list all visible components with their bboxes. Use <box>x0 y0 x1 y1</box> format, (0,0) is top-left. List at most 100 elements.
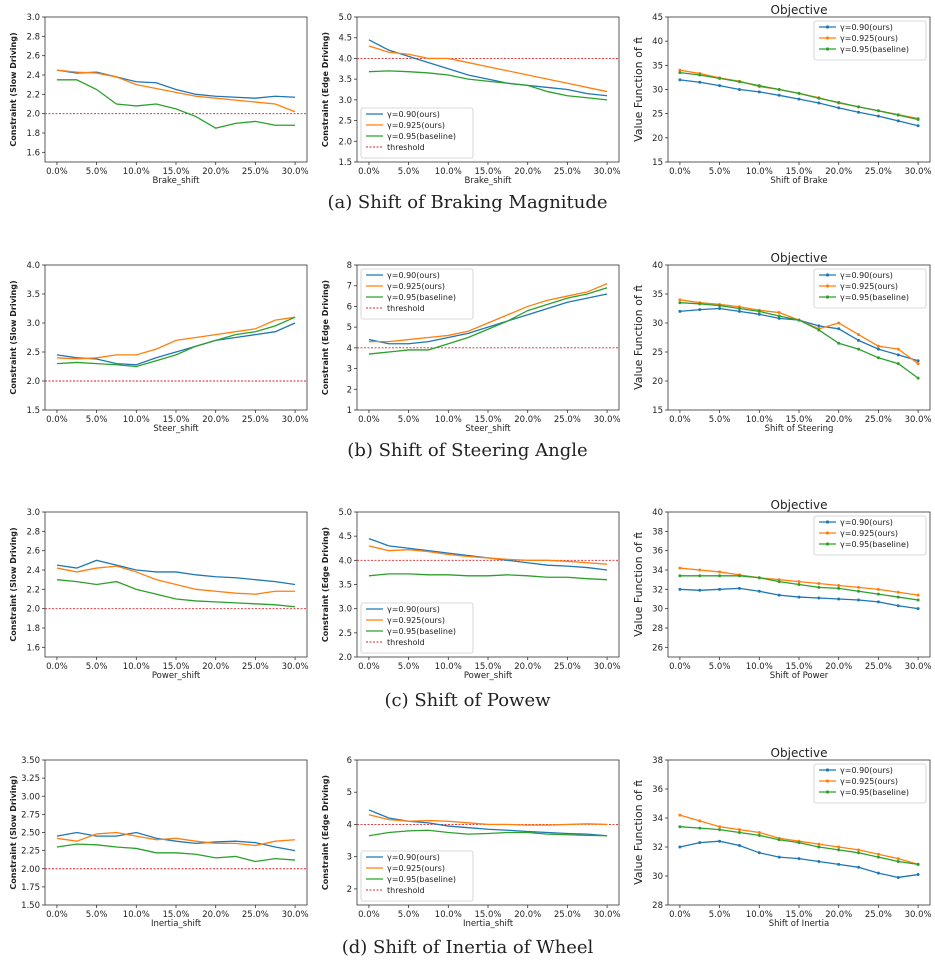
y-axis-label: Constraint (Slow Driving) <box>9 32 18 146</box>
chart-3: 0.0% 5.0% 10.0% 15.0% 20.0% 25.0% 30.0% 1.5 2.0 2… <box>9 261 309 434</box>
series-line-2 <box>56 579 296 608</box>
series-point-1 <box>837 321 841 325</box>
y-tick-label: 15 <box>652 406 663 416</box>
legend-label: threshold <box>387 143 425 152</box>
legend-label: γ=0.925(ours) <box>387 864 445 873</box>
series-line-0 <box>368 39 608 97</box>
series-line-2 <box>56 316 296 368</box>
series-point-2 <box>916 376 920 380</box>
y-tick-label: 20 <box>652 134 663 144</box>
x-axis-label: Inertia_shift <box>463 919 514 929</box>
chart-9: 0.0% 5.0% 10.0% 15.0% 20.0% 25.0% 30.0% 1.50 1.7… <box>9 756 309 929</box>
x-tick-label: 0.0% <box>358 167 380 177</box>
series-point-2 <box>837 101 841 105</box>
series-point-0 <box>698 80 702 84</box>
x-tick-label: 30.0% <box>905 415 932 425</box>
x-tick-label: 10.0% <box>435 167 462 177</box>
series-point-2 <box>718 304 722 308</box>
series-point-0 <box>737 844 741 848</box>
y-tick-label: 3.00 <box>21 792 40 802</box>
series-point-2 <box>896 113 900 117</box>
y-tick-label: 40 <box>652 508 663 518</box>
series-point-2 <box>777 88 781 91</box>
y-tick-label: 3.0 <box>338 96 352 106</box>
y-tick-label: 1 <box>347 406 352 416</box>
y-tick-label: 2.0 <box>26 377 40 387</box>
x-tick-label: 10.0% <box>746 910 773 920</box>
series-point-0 <box>737 586 741 590</box>
y-axis-label: Constraint (Slow Driving) <box>9 280 18 394</box>
legend-box <box>813 515 927 556</box>
series-point-1 <box>837 845 841 849</box>
legend-label: γ=0.90(ours) <box>840 766 893 775</box>
legend-label: γ=0.925(ours) <box>840 777 898 786</box>
legend-label: γ=0.90(ours) <box>840 23 893 32</box>
chart-title: Objective <box>771 3 828 17</box>
series-point-2 <box>737 80 741 84</box>
series-point-2 <box>698 73 702 77</box>
series-point-0 <box>757 589 761 593</box>
series-point-0 <box>777 316 781 320</box>
x-tick-label: 5.0% <box>398 167 420 177</box>
caption-b: (b) Shift of Steering Angle <box>347 440 588 461</box>
series-point-2 <box>698 302 702 306</box>
x-axis-label: Inertia_shift <box>151 919 202 929</box>
x-tick-label: 5.0% <box>398 415 420 425</box>
legend: γ=0.90(ours) γ=0.925(ours) γ=0.95(baseline… <box>360 107 474 159</box>
series-point-2 <box>777 838 781 842</box>
chart-6: 0.0% 5.0% 10.0% 15.0% 20.0% 25.0% 30.0% 1.6 1.8 2… <box>9 508 309 681</box>
x-tick-label: 5.0% <box>398 910 420 920</box>
series-point-0 <box>876 347 880 351</box>
x-tick-label: 30.0% <box>905 910 932 920</box>
x-tick-label: 20.0% <box>825 167 852 177</box>
series-line-0 <box>56 831 296 852</box>
y-tick-label: 45 <box>652 13 663 23</box>
series-point-2 <box>698 826 702 830</box>
x-axis-label: Brake_shift <box>153 176 201 186</box>
x-tick-label: 15.0% <box>474 415 501 425</box>
series-point-2 <box>777 314 781 318</box>
x-axis-label: Steer_shift <box>153 424 199 434</box>
y-tick-label: 1.8 <box>26 624 40 634</box>
y-tick-label: 2.8 <box>26 32 40 42</box>
chart-0: 0.0% 5.0% 10.0% 15.0% 20.0% 25.0% 30.0% 1.6 1.8 2… <box>9 13 309 186</box>
legend-label: γ=0.925(ours) <box>840 529 898 538</box>
legend-label: γ=0.925(ours) <box>387 121 445 130</box>
series-point-2 <box>777 580 781 584</box>
y-tick-label: 40 <box>652 261 663 271</box>
series-point-1 <box>876 587 880 591</box>
series-point-1 <box>896 857 900 861</box>
series-point-2 <box>678 574 682 578</box>
x-tick-label: 5.0% <box>709 415 731 425</box>
series-point-2 <box>876 109 880 113</box>
y-tick-label: 6 <box>347 302 352 312</box>
y-tick-label: 7 <box>347 282 352 292</box>
y-tick-label: 40 <box>652 37 663 47</box>
legend-label: threshold <box>387 886 425 895</box>
y-tick-label: 4 <box>347 344 352 354</box>
series-point-0 <box>837 327 841 331</box>
y-tick-label: 1.8 <box>26 129 40 139</box>
y-tick-label: 35 <box>652 290 663 300</box>
x-tick-label: 20.0% <box>825 415 852 425</box>
y-tick-label: 3.0 <box>26 508 40 518</box>
series-point-2 <box>876 592 880 596</box>
legend-box <box>813 268 927 309</box>
series-point-0 <box>698 588 702 592</box>
y-tick-label: 3.5 <box>338 581 352 591</box>
series-point-0 <box>837 862 841 866</box>
x-tick-label: 25.0% <box>242 662 269 672</box>
x-tick-label: 0.0% <box>669 910 691 920</box>
x-tick-label: 10.0% <box>746 415 773 425</box>
y-tick-label: 4.5 <box>338 34 352 44</box>
x-tick-label: 15.0% <box>162 167 189 177</box>
series-point-2 <box>718 76 722 80</box>
y-tick-label: 20 <box>652 377 663 387</box>
y-tick-label: 3.5 <box>338 75 352 85</box>
series-point-1 <box>857 585 861 589</box>
legend-marker <box>825 25 830 29</box>
plot-frame <box>44 759 308 906</box>
x-tick-label: 20.0% <box>202 167 229 177</box>
y-tick-label: 2.0 <box>26 605 40 615</box>
